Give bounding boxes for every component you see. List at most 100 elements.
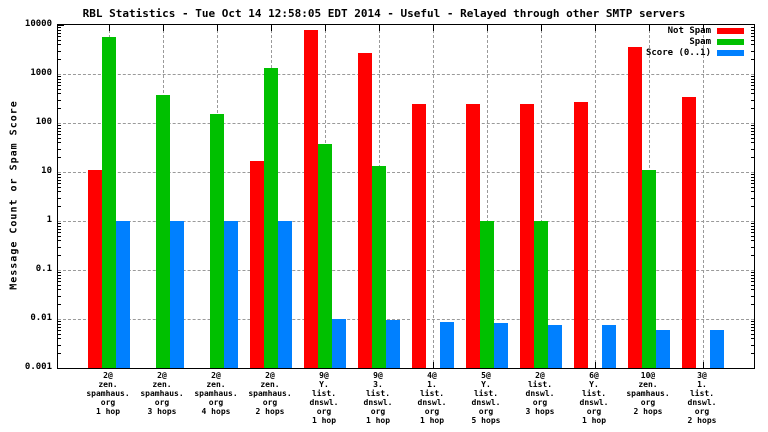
y-tick-left (58, 78, 61, 80)
y-tick-right (751, 231, 754, 233)
y-tick-left (58, 246, 61, 248)
bar-score-0-1- (494, 323, 508, 368)
x-gridline (595, 25, 596, 368)
y-tick-right (751, 93, 754, 95)
x-axis-label: 2@ list. dnswl. org 3 hops (525, 371, 555, 416)
x-axis-label: 3@ 1. list. dnswl. org 2 hops (687, 371, 717, 425)
y-tick-left (58, 231, 61, 233)
y-tick-right (751, 304, 754, 306)
y-tick-left (58, 84, 61, 86)
y-tick-right (748, 368, 754, 369)
bar-not-spam (520, 103, 534, 368)
y-tick-right (751, 84, 754, 86)
bar-spam (480, 221, 494, 368)
y-tick-right (751, 197, 754, 199)
x-tick-top (649, 25, 650, 31)
legend-label: Spam (689, 37, 711, 47)
y-tick-left (58, 148, 61, 150)
bar-spam (642, 169, 656, 368)
y-tick-left (58, 179, 61, 181)
x-tick-top (379, 25, 380, 31)
legend-label: Score (0..1) (645, 48, 711, 58)
bar-score-0-1- (278, 221, 292, 368)
y-tick-right (751, 137, 754, 139)
y-tick-left (58, 284, 61, 286)
y-tick-left (58, 35, 61, 37)
x-tick-top (217, 25, 218, 31)
y-tick-label: 0.01 (30, 313, 52, 323)
y-tick-right (751, 289, 754, 291)
bar-not-spam (358, 52, 372, 368)
y-tick-left (58, 182, 61, 184)
y-tick-left (58, 206, 61, 208)
y-tick-left (58, 81, 61, 83)
x-axis-label: 10@ zen. spamhaus. org 2 hops (626, 371, 670, 416)
y-tick-label: 10000 (24, 19, 52, 29)
y-tick-left (58, 255, 61, 257)
y-tick-label: 0.1 (35, 264, 52, 274)
y-tick-right (751, 255, 754, 257)
y-tick-left (58, 353, 61, 355)
y-tick-left (58, 39, 61, 41)
y-tick-left (58, 223, 61, 225)
y-tick-left (58, 176, 61, 178)
y-tick-left (58, 225, 61, 227)
legend-entry: Spam (646, 37, 744, 47)
y-tick-right (751, 99, 754, 101)
y-tick-left (58, 197, 61, 199)
x-gridline (541, 25, 542, 368)
y-tick-left (58, 50, 61, 52)
bar-spam (102, 36, 116, 368)
y-tick-left (58, 88, 61, 90)
x-tick-bottom (703, 362, 704, 368)
y-tick-left (58, 186, 61, 188)
y-tick-left (58, 27, 61, 29)
y-tick-label: 0.001 (24, 362, 52, 372)
y-tick-left (58, 321, 61, 323)
y-tick-left (58, 323, 61, 325)
y-tick-right (751, 44, 754, 46)
bar-not-spam (88, 169, 102, 368)
y-tick-right (751, 186, 754, 188)
x-axis-label: 6@ Y. list. dnswl. org 1 hop (579, 371, 609, 425)
y-tick-left (58, 133, 61, 135)
bar-not-spam (250, 160, 264, 368)
bar-spam (156, 95, 170, 368)
y-tick-right (751, 108, 754, 110)
y-tick-left (58, 32, 61, 34)
y-tick-right (751, 179, 754, 181)
bar-score-0-1- (710, 329, 724, 368)
x-tick-top (433, 25, 434, 31)
y-tick-left (58, 235, 61, 237)
bar-score-0-1- (440, 321, 454, 368)
y-tick-right (751, 176, 754, 178)
x-axis-label: 9@ 3. list. dnswl. org 1 hop (363, 371, 393, 425)
y-tick-left (58, 338, 61, 340)
y-tick-right (751, 88, 754, 90)
y-tick-left (58, 44, 61, 46)
y-tick-right (751, 228, 754, 230)
y-tick-left (58, 130, 61, 132)
bar-not-spam (628, 46, 642, 368)
x-tick-bottom (433, 362, 434, 368)
y-tick-right (751, 321, 754, 323)
x-axis-label: 5@ Y. list. dnswl. org 5 hops (471, 371, 501, 425)
y-tick-right (751, 223, 754, 225)
x-tick-top (271, 25, 272, 31)
y-tick-left (58, 240, 61, 242)
bar-score-0-1- (170, 221, 184, 368)
y-tick-right (751, 206, 754, 208)
y-tick-right (751, 295, 754, 297)
y-tick-right (751, 32, 754, 34)
y-tick-left (58, 274, 61, 276)
x-tick-top (325, 25, 326, 31)
y-tick-right (751, 225, 754, 227)
y-tick-right (751, 191, 754, 193)
y-tick-right (751, 81, 754, 83)
x-axis-label: 4@ 1. list. dnswl. org 1 hop (417, 371, 447, 425)
y-tick-right (751, 272, 754, 274)
y-gridline (58, 74, 754, 75)
y-tick-left (58, 59, 61, 61)
bar-score-0-1- (548, 325, 562, 368)
bar-not-spam (412, 104, 426, 368)
